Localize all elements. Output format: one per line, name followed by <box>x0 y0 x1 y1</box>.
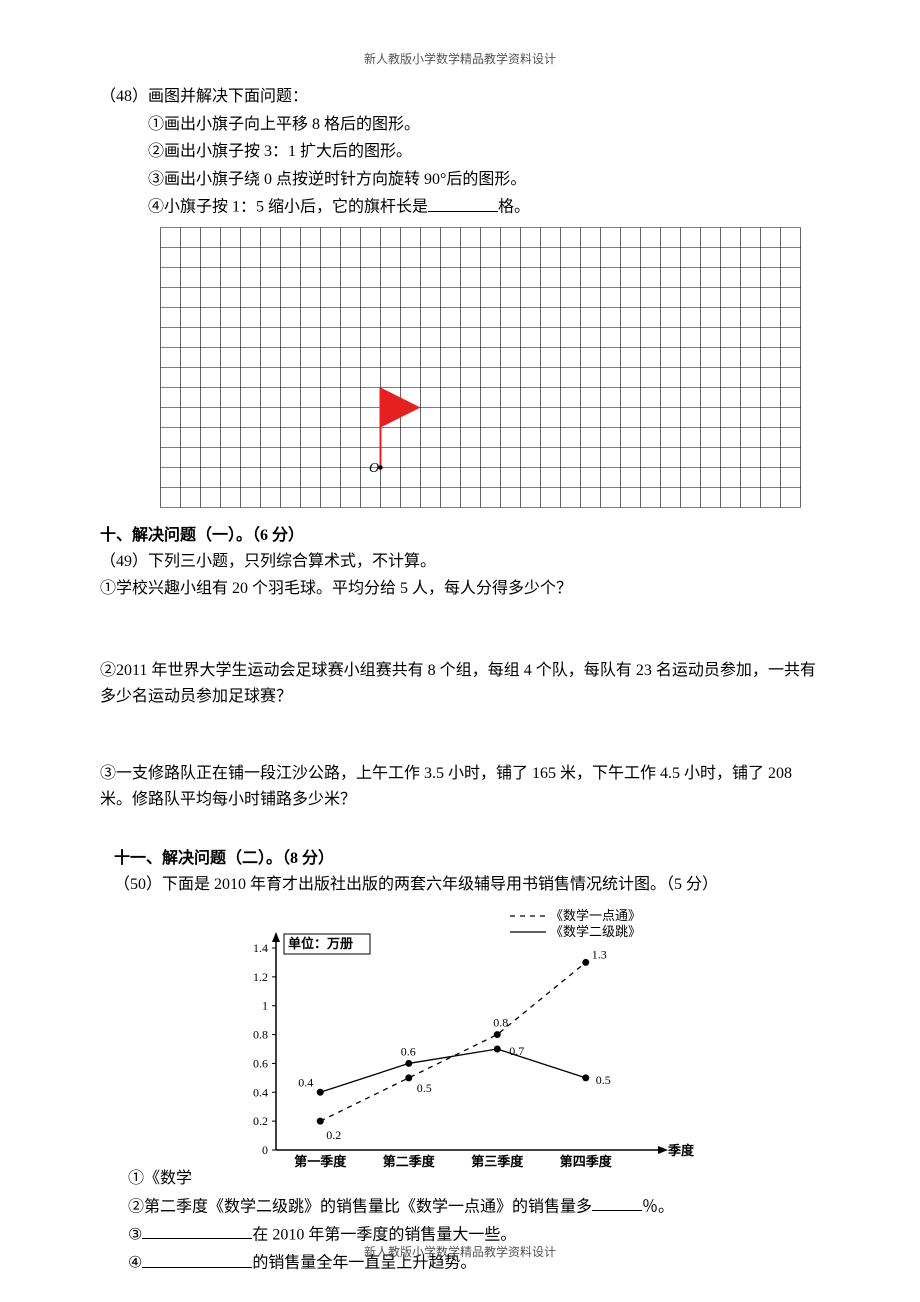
svg-text:单位：万册: 单位：万册 <box>288 936 353 951</box>
q48-item-1: ①画出小旗子向上平移 8 格后的图形。 <box>100 112 820 138</box>
svg-text:0.2: 0.2 <box>253 1114 268 1128</box>
svg-text:0.2: 0.2 <box>326 1128 341 1142</box>
q48-item-2: ②画出小旗子按 3：1 扩大后的图形。 <box>100 139 820 165</box>
svg-text:0.5: 0.5 <box>596 1072 611 1086</box>
q48-grid: O <box>160 227 802 509</box>
q49-p3: ③一支修路队正在铺一段江沙公路，上午工作 3.5 小时，铺了 165 米，下午工… <box>100 761 820 812</box>
page-content: （48）画图并解决下面问题： ①画出小旗子向上平移 8 格后的图形。 ②画出小旗… <box>100 84 820 1278</box>
svg-text:0.6: 0.6 <box>401 1044 416 1058</box>
q49-p1: ①学校兴趣小组有 20 个羽毛球。平均分给 5 人，每人分得多少个？ <box>100 576 820 602</box>
svg-text:第二季度: 第二季度 <box>383 1154 436 1169</box>
sec10-title: 十、解决问题（一）。（6 分） <box>100 523 820 549</box>
svg-text:0.8: 0.8 <box>253 1027 268 1041</box>
spacer-3 <box>100 818 820 840</box>
svg-text:0.7: 0.7 <box>509 1044 524 1058</box>
svg-text:第三季度: 第三季度 <box>471 1154 524 1169</box>
svg-text:0: 0 <box>262 1143 268 1157</box>
q50-chart: 0.2 0.4 0.6 0.8 1 1.2 1.4 0 单位：万册第一季度 第二季度 第三季度 第四季… <box>220 904 710 1176</box>
q50-sub3a: ③ <box>128 1226 142 1243</box>
q48-item-4b: 格。 <box>498 199 530 216</box>
svg-text:季度: 季度 <box>667 1143 695 1158</box>
spacer-1 <box>100 604 820 652</box>
q50-title: （50）下面是 2010 年育才出版社出版的两套六年级辅导用书销售情况统计图。（… <box>100 872 820 898</box>
q49-p2: ②2011 年世界大学生运动会足球赛小组赛共有 8 个组，每组 4 个队，每队有… <box>100 658 820 709</box>
svg-text:1.4: 1.4 <box>253 941 268 955</box>
q50-sub3b: 在 2010 年第一季度的销售量大一些。 <box>252 1226 516 1243</box>
q49-title: （49）下列三小题，只列综合算术式，不计算。 <box>100 549 820 575</box>
sec11-title: 十一、解决问题（二）。（8 分） <box>100 846 820 872</box>
q48-grid-wrap: O <box>100 227 820 518</box>
blank-q50-3[interactable] <box>142 1222 252 1240</box>
svg-text:《数学一点通》: 《数学一点通》 <box>550 908 641 923</box>
q48-item-4a: ④小旗子按 1：5 缩小后，它的旗杆长是 <box>148 199 428 216</box>
svg-text:0.4: 0.4 <box>298 1075 313 1089</box>
q48-item-3: ③画出小旗子绕 0 点按逆时针方向旋转 90°后的图形。 <box>100 167 820 193</box>
svg-text:1.3: 1.3 <box>592 947 607 961</box>
blank-q50-2[interactable] <box>592 1194 642 1212</box>
q50-chart-wrap: 0.2 0.4 0.6 0.8 1 1.2 1.4 0 单位：万册第一季度 第二季度 第三季度 第四季… <box>100 904 820 1185</box>
svg-text:第四季度: 第四季度 <box>560 1154 613 1169</box>
q50-sub2b: ％。 <box>642 1198 674 1215</box>
page-footer: 新人教版小学数学精品教学资料设计 <box>0 1243 920 1262</box>
q48-title: （48）画图并解决下面问题： <box>100 84 820 110</box>
page-header: 新人教版小学数学精品教学资料设计 <box>0 50 920 69</box>
svg-text:O: O <box>369 461 379 476</box>
svg-text:1: 1 <box>262 998 268 1012</box>
svg-text:0.4: 0.4 <box>253 1085 268 1099</box>
q50-sub2a: ②第二季度《数学二级跳》的销售量比《数学一点通》的销售量多 <box>128 1198 592 1215</box>
svg-text:《数学二级跳》: 《数学二级跳》 <box>550 924 641 939</box>
svg-text:1.2: 1.2 <box>253 969 268 983</box>
q48-item-4: ④小旗子按 1：5 缩小后，它的旗杆长是 格。 <box>100 194 820 220</box>
spacer-2 <box>100 711 820 755</box>
q50-sub2: ②第二季度《数学二级跳》的销售量比《数学一点通》的销售量多 ％。 <box>128 1194 820 1220</box>
blank-q48[interactable] <box>428 194 498 212</box>
svg-text:0.5: 0.5 <box>417 1080 432 1094</box>
svg-text:0.6: 0.6 <box>253 1056 268 1070</box>
svg-text:第一季度: 第一季度 <box>294 1154 347 1169</box>
svg-text:0.8: 0.8 <box>493 1015 508 1029</box>
